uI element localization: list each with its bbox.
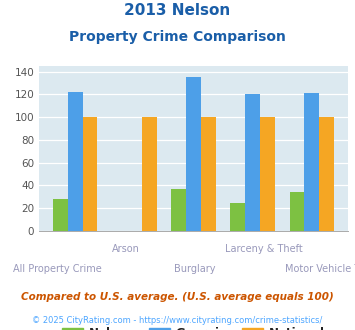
Text: 2013 Nelson: 2013 Nelson [124,3,231,18]
Text: All Property Crime: All Property Crime [13,264,102,274]
Bar [53,199,68,231]
Bar [260,117,275,231]
Bar [304,93,319,231]
Bar [201,117,215,231]
Text: Arson: Arson [112,244,140,254]
Bar [290,192,304,231]
Bar [83,117,97,231]
Bar [142,117,157,231]
Legend: Nelson, Georgia, National: Nelson, Georgia, National [57,323,330,330]
Bar [171,189,186,231]
Text: Compared to U.S. average. (U.S. average equals 100): Compared to U.S. average. (U.S. average … [21,292,334,302]
Text: Motor Vehicle Theft: Motor Vehicle Theft [285,264,355,274]
Bar [245,94,260,231]
Bar [186,77,201,231]
Text: Property Crime Comparison: Property Crime Comparison [69,30,286,44]
Text: © 2025 CityRating.com - https://www.cityrating.com/crime-statistics/: © 2025 CityRating.com - https://www.city… [32,316,323,325]
Bar [68,92,83,231]
Bar [230,203,245,231]
Text: Burglary: Burglary [174,264,215,274]
Text: Larceny & Theft: Larceny & Theft [225,244,302,254]
Bar [319,117,334,231]
